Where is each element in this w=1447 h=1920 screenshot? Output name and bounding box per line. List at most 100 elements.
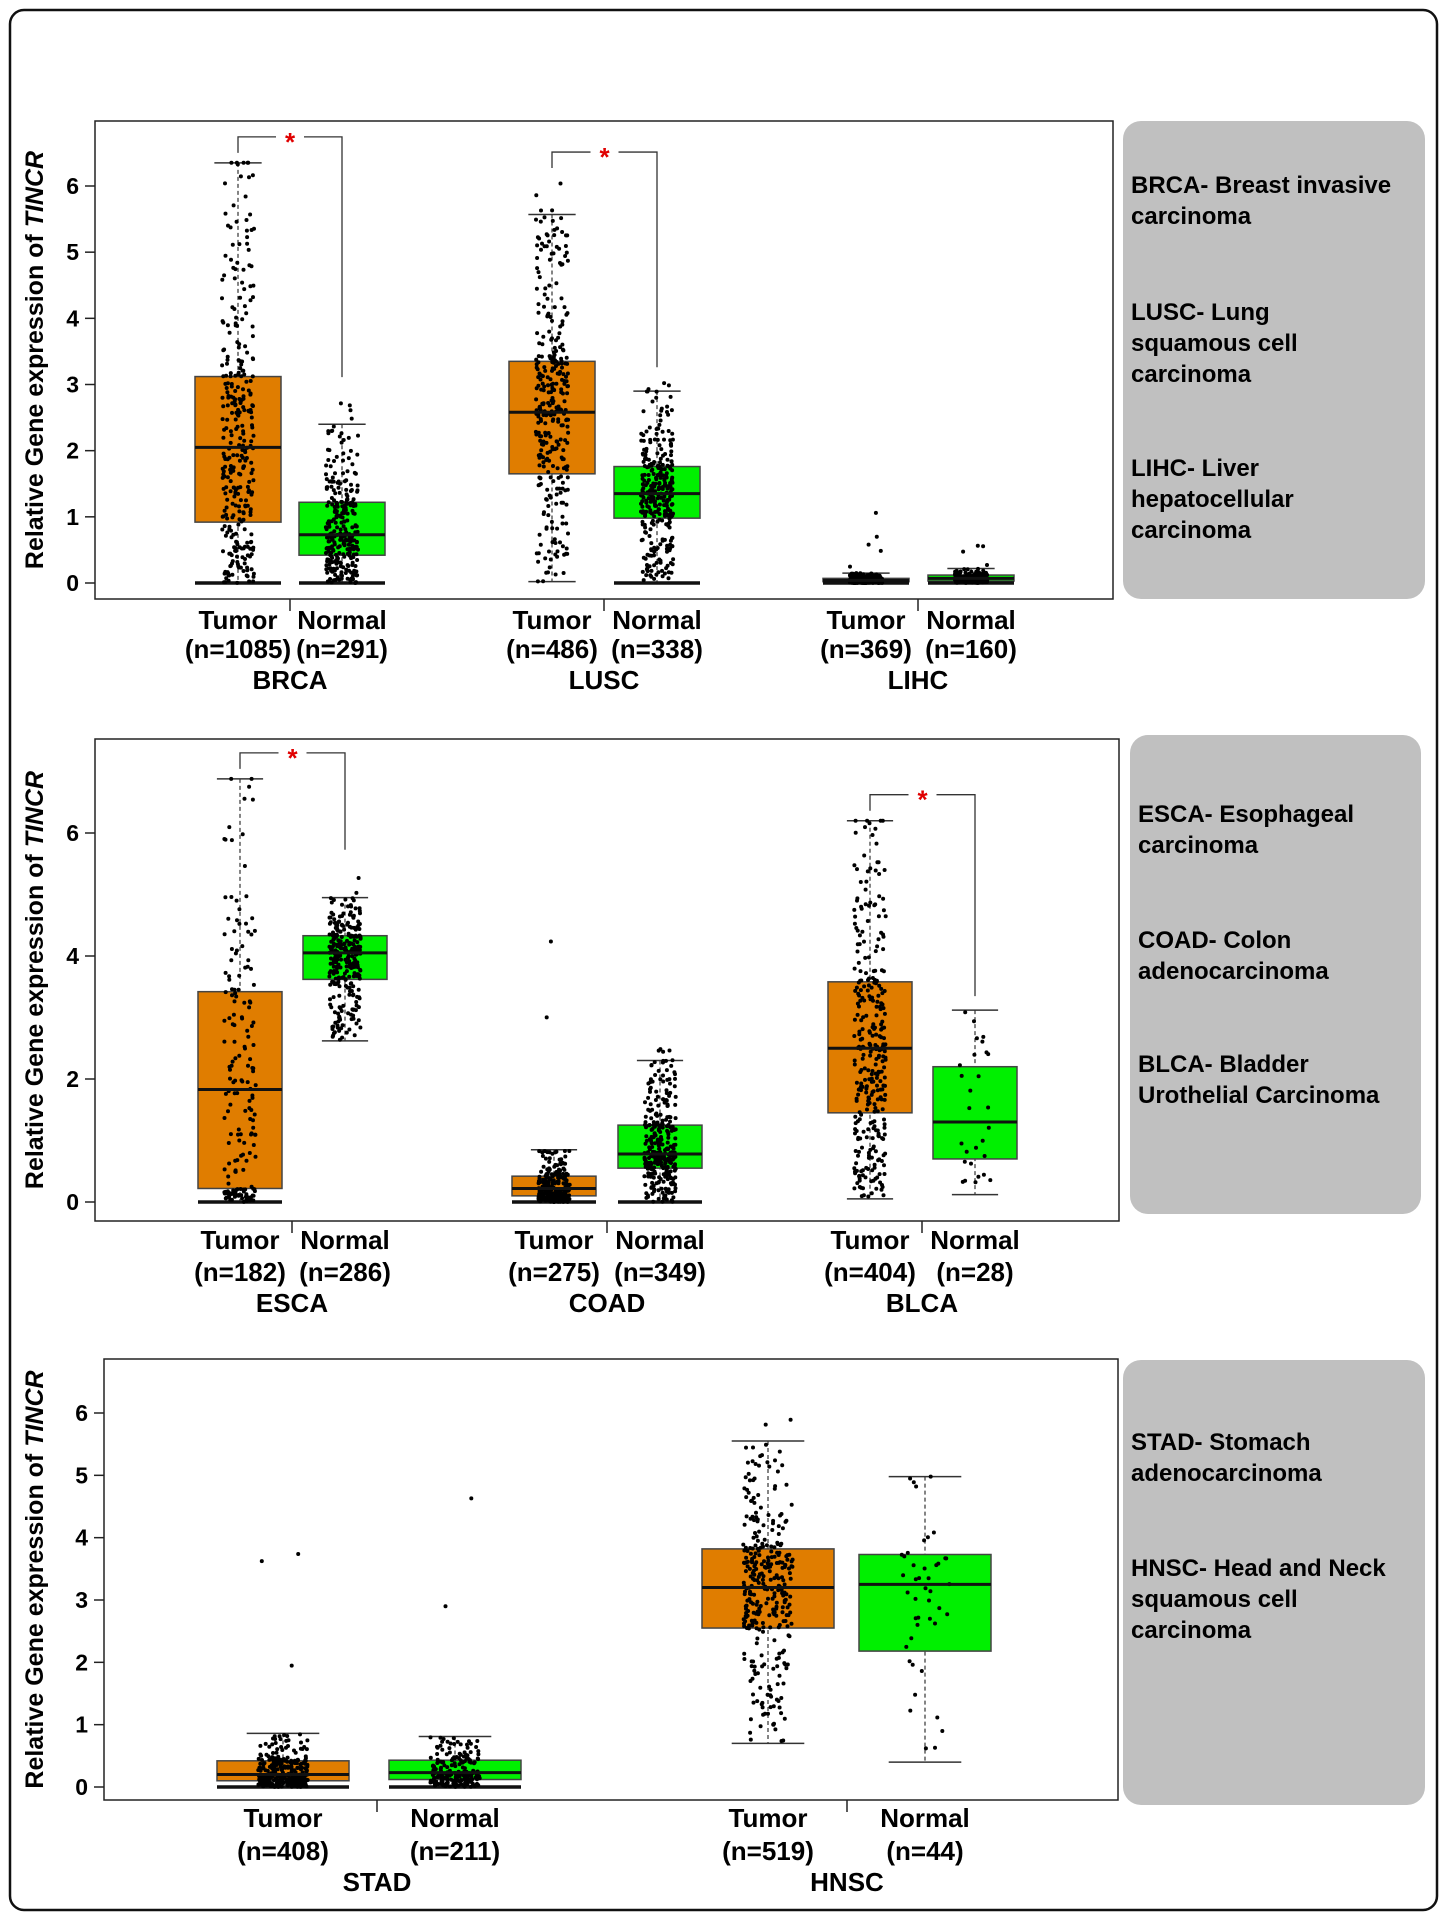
data-point [981, 1034, 986, 1039]
normal-n-label: (n=211) [410, 1836, 500, 1866]
data-point [354, 573, 359, 578]
data-point [768, 1705, 773, 1710]
data-point [671, 1127, 676, 1132]
data-point [853, 818, 858, 823]
data-point [428, 1755, 433, 1760]
data-point [261, 1784, 266, 1789]
data-point [339, 576, 344, 581]
legend-box [1123, 121, 1425, 599]
data-point [544, 570, 549, 575]
data-point [534, 397, 539, 402]
data-point [346, 435, 351, 440]
data-point [959, 579, 964, 584]
data-point [222, 837, 227, 841]
data-point [233, 548, 238, 553]
data-point [543, 1198, 548, 1203]
data-point [759, 1562, 764, 1567]
data-point [233, 389, 238, 393]
data-point [539, 354, 544, 359]
data-point [541, 460, 546, 465]
normal-label: Normal [297, 605, 387, 635]
data-point [225, 390, 230, 395]
data-point [250, 173, 255, 178]
data-point [337, 1016, 342, 1021]
data-point [222, 524, 227, 529]
data-point [236, 485, 241, 490]
data-point [668, 1090, 673, 1095]
data-point [343, 538, 348, 543]
data-point [550, 396, 555, 400]
data-point [249, 966, 253, 971]
data-point [657, 464, 662, 469]
data-point [758, 1685, 763, 1690]
data-point [223, 1091, 228, 1096]
data-point [641, 409, 646, 414]
data-point [852, 1034, 857, 1038]
data-point [544, 1172, 549, 1177]
data-point [241, 569, 246, 573]
data-point [742, 1651, 747, 1656]
data-point [235, 1091, 240, 1096]
data-point [548, 475, 553, 480]
data-point [768, 1577, 773, 1582]
data-point [326, 500, 331, 505]
data-point [656, 1196, 661, 1201]
data-point [779, 1739, 784, 1743]
data-point [223, 895, 228, 900]
data-point [275, 1747, 280, 1752]
tumor-points [222, 776, 258, 1204]
data-point [472, 1760, 477, 1765]
data-point [335, 942, 339, 947]
data-point [220, 277, 225, 282]
data-point [662, 1193, 667, 1198]
data-point [245, 553, 250, 558]
data-point [304, 1747, 309, 1752]
data-point [785, 1624, 790, 1629]
data-point [326, 535, 331, 540]
data-point [462, 1766, 467, 1771]
data-point [559, 387, 564, 392]
data-point [347, 974, 352, 979]
data-point [560, 486, 565, 491]
data-point [854, 1080, 859, 1085]
data-point [242, 304, 247, 309]
data-point [760, 1541, 765, 1546]
data-point [648, 1080, 653, 1085]
data-point [553, 541, 558, 545]
data-point [775, 1682, 780, 1687]
group-coad: Tumor(n=275)Normal(n=349)COAD [508, 939, 706, 1318]
data-point [647, 1145, 652, 1150]
data-point [277, 1734, 282, 1739]
data-point [554, 501, 559, 506]
data-point [854, 1129, 859, 1133]
data-point [901, 1573, 906, 1578]
data-point [331, 964, 336, 969]
data-point [855, 1119, 860, 1124]
data-point [879, 1159, 884, 1163]
data-point [913, 1577, 918, 1582]
data-point [745, 1460, 750, 1465]
data-point [225, 417, 230, 422]
data-point [757, 1529, 762, 1534]
data-point [452, 1742, 457, 1746]
data-point [879, 1187, 884, 1192]
data-point [764, 1442, 768, 1447]
data-point [253, 1154, 258, 1159]
data-point [651, 1154, 656, 1159]
data-point [225, 530, 230, 535]
normal-label: Normal [926, 605, 1016, 635]
data-point [560, 230, 565, 234]
data-point [655, 451, 660, 456]
data-point [564, 521, 569, 526]
data-point [225, 361, 229, 366]
data-point [221, 374, 226, 379]
data-point [664, 1088, 669, 1093]
data-point [441, 1737, 446, 1741]
data-point [648, 510, 653, 515]
data-point [252, 928, 257, 933]
data-point [663, 1157, 668, 1162]
data-point [266, 1778, 271, 1783]
data-point [258, 1752, 263, 1757]
data-point [665, 410, 669, 414]
